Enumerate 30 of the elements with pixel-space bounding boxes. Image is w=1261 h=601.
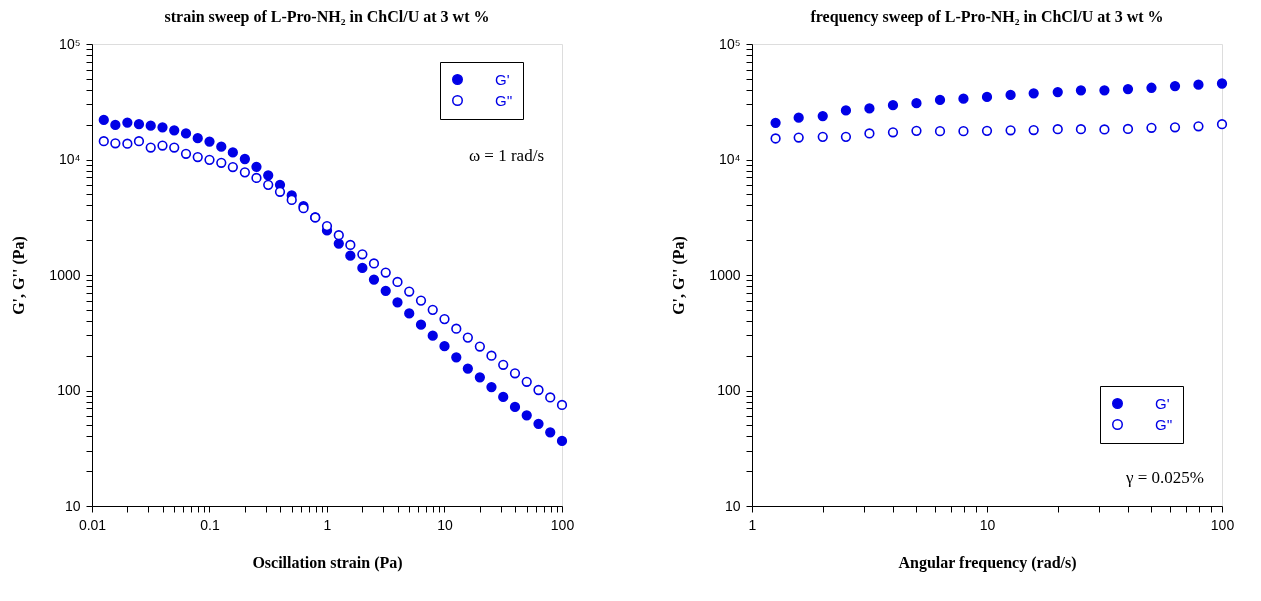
y-tick-label: 100 [717,382,741,398]
y-tick-label: 1000 [709,266,741,283]
x-tick-label: 10 [437,516,453,533]
x-axis-title: Angular frequency (rad/s) [898,553,1077,572]
legend-label: G' [495,70,510,88]
annotation: γ = 0.025% [1124,468,1204,487]
y-tick-label: 10⁴ [58,151,81,167]
legend-label: G'' [1155,415,1173,433]
x-axis-title: Oscillation strain (Pa) [252,553,403,572]
x-tick-label: 1 [748,516,757,533]
y-tick-label: 100 [57,382,81,398]
y-axis-title: G', G'' (Pa) [10,236,29,315]
chart-title: strain sweep of L-Pro-NH₂ in ChCl/U at 3 wt % [164,8,490,26]
legend-label: G' [1155,394,1170,412]
y-tick-label: 10⁵ [719,35,741,52]
y-tick-label: 10⁴ [718,151,741,167]
y-tick-label: 1000 [49,266,81,283]
y-tick-label: 10⁵ [59,35,81,52]
x-tick-label: 0.01 [78,516,107,533]
chart-title: frequency sweep of L-Pro-NH₂ in ChCl/U at 3 wt % [810,8,1164,26]
y-tick-label: 10 [64,497,81,514]
x-tick-label: 100 [550,516,575,533]
y-axis-title: G', G'' (Pa) [670,236,689,315]
x-tick-label: 1 [323,516,332,533]
legend-label: G'' [495,91,513,109]
annotation: ω = 1 rad/s [468,146,544,165]
x-tick-label: 10 [979,516,996,533]
x-tick-label: 0.1 [200,516,220,533]
x-tick-label: 100 [1210,516,1235,533]
y-tick-label: 10 [724,497,741,514]
